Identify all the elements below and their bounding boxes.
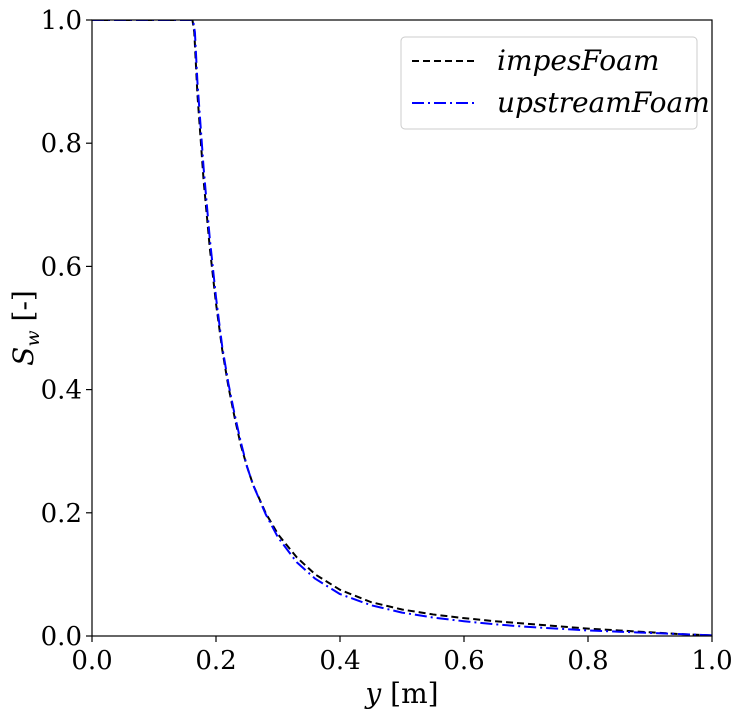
y-tick-label: 0.2 (41, 499, 82, 529)
x-tick-label: 0.4 (319, 646, 360, 676)
x-axis-variable: y (363, 677, 382, 710)
y-tick-label: 0.6 (41, 252, 82, 282)
y-axis-subscript: w (22, 330, 44, 346)
x-tick-label: 0.0 (71, 646, 112, 676)
y-tick-label: 0.8 (41, 129, 82, 159)
y-axis-label: Sw [-] (7, 290, 44, 366)
legend-box (400, 36, 698, 130)
legend: impesFoam upstreamFoam (400, 36, 710, 130)
y-axis-ticks: 0.0 0.2 0.4 0.6 0.8 1.0 (41, 6, 92, 652)
x-axis-label: y [m] (363, 677, 438, 710)
legend-label-upstreamfoam: upstreamFoam (497, 86, 710, 119)
y-tick-label: 0.4 (41, 376, 82, 406)
x-tick-label: 1.0 (691, 646, 732, 676)
x-tick-label: 0.2 (195, 646, 236, 676)
y-tick-label: 1.0 (41, 6, 82, 36)
x-tick-label: 0.6 (443, 646, 484, 676)
series-line-upstreamfoam (92, 20, 712, 636)
y-axis-unit: [-] (7, 290, 40, 330)
plot-frame (91, 19, 713, 637)
x-tick-label: 0.8 (567, 646, 608, 676)
legend-label-impesfoam: impesFoam (497, 44, 659, 77)
series-layer (92, 20, 712, 636)
y-tick-label: 0.0 (41, 622, 82, 652)
x-axis-ticks: 0.0 0.2 0.4 0.6 0.8 1.0 (71, 636, 733, 676)
y-axis-variable: S (7, 347, 40, 366)
x-axis-unit: [m] (381, 677, 438, 710)
